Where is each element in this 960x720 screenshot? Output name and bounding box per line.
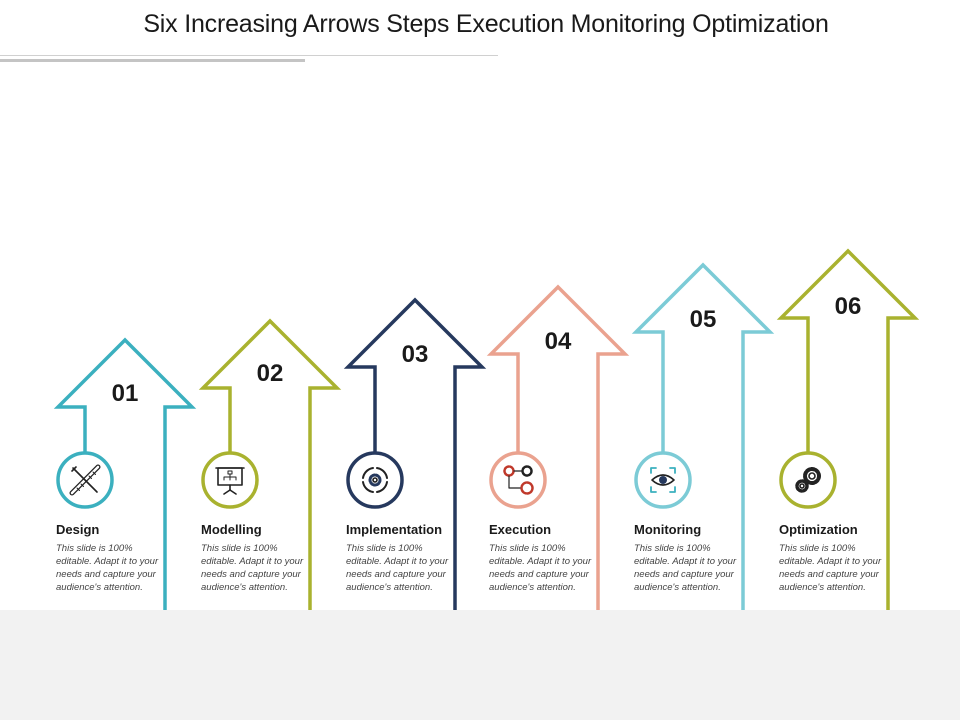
cycle-gear-icon: [362, 467, 388, 493]
arrow-outline: [198, 318, 342, 610]
gears-icon: [795, 467, 821, 493]
icon-circle: [489, 451, 547, 509]
step-number: 02: [257, 360, 284, 387]
step-6-arrow: 06: [776, 248, 920, 610]
title-underline-accent: [0, 59, 305, 62]
step-5-arrow: 05: [631, 262, 775, 610]
step-2-arrow: 02: [198, 318, 342, 610]
arrow-outline: [53, 337, 197, 610]
arrow-outline: [631, 262, 775, 610]
step-label: Modelling: [201, 522, 262, 537]
step-number: 01: [112, 380, 139, 407]
eye-focus-icon: [650, 467, 676, 493]
step-number: 03: [402, 341, 429, 368]
ruler-pencil-icon: [69, 464, 101, 496]
icon-circle: [346, 451, 404, 509]
step-number: 06: [835, 293, 862, 320]
title-underline: [0, 55, 498, 56]
step-label: Design: [56, 522, 100, 537]
step-description: This slide is 100% editable. Adapt it to…: [634, 543, 737, 593]
step-number: 04: [545, 328, 572, 355]
step-description: This slide is 100% editable. Adapt it to…: [779, 543, 882, 593]
arrow-outline: [776, 248, 920, 610]
step-4-arrow: 04: [486, 284, 630, 610]
step-description: This slide is 100% editable. Adapt it to…: [201, 543, 304, 593]
step-label: Optimization: [779, 522, 858, 537]
footer-band: [0, 610, 960, 720]
arrow-outline: [343, 297, 487, 610]
step-label: Implementation: [346, 522, 443, 537]
presentation-board-icon: [215, 467, 245, 495]
page-title: Six Increasing Arrows Steps Execution Mo…: [143, 10, 829, 38]
arrow-outline: [486, 284, 630, 610]
step-description: This slide is 100% editable. Adapt it to…: [56, 543, 159, 593]
step-description: This slide is 100% editable. Adapt it to…: [346, 543, 449, 593]
step-label: Execution: [489, 522, 552, 537]
step-1-arrow: 01: [53, 337, 197, 610]
step-3-arrow: 03: [343, 297, 487, 610]
step-label: Monitoring: [634, 522, 702, 537]
step-number: 05: [690, 306, 717, 333]
step-description: This slide is 100% editable. Adapt it to…: [489, 543, 592, 593]
process-gears-icon: [503, 465, 534, 495]
